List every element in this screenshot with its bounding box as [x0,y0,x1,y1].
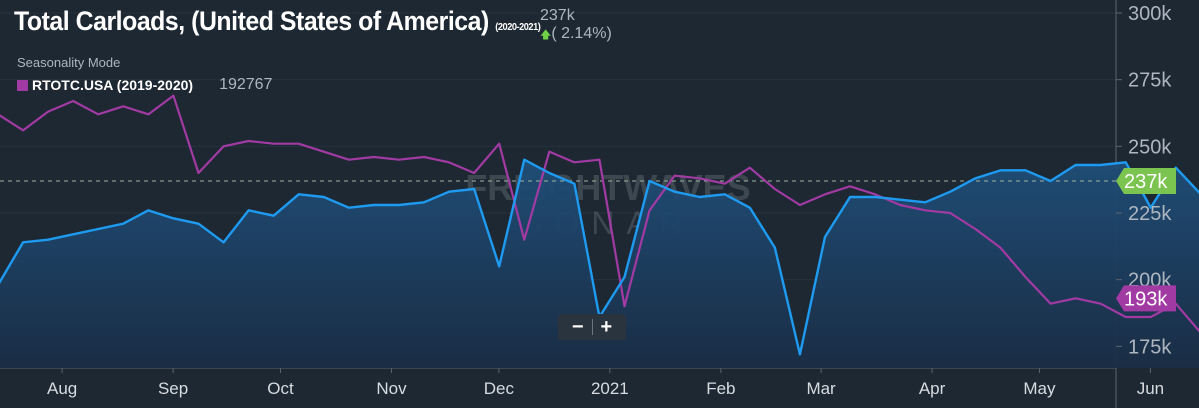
seasonality-mode-label: Seasonality Mode [17,55,121,70]
prior-year-series-line [0,94,1199,333]
legend[interactable]: RTOTC.USA (2019-2020) 192767 [17,76,272,94]
x-tick-label: May [1023,379,1056,398]
x-tick-label: Aug [47,379,77,398]
y-tick-label: 275k [1128,70,1172,92]
y-tick-label: 250k [1128,136,1172,158]
current-series-line [0,158,1199,356]
x-tick-label: Dec [484,379,515,398]
legend-series-label: RTOTC.USA (2019-2020) [32,77,194,93]
y-tick-label: 175k [1128,336,1172,358]
x-tick-label: Feb [706,379,735,398]
y-tick-label: 300k [1128,3,1172,25]
x-tick-label: Oct [267,379,294,398]
legend-swatch [17,79,28,91]
current-series-area [0,159,1199,368]
zoom-divider [591,319,593,335]
title-range: (2020-2021) [495,22,541,33]
x-tick-label: Nov [376,379,407,398]
x-tick-label: Apr [919,379,946,398]
current-value-badge: 237k [1116,168,1176,194]
zoom-out-button[interactable]: − [571,315,584,338]
prior-value-badge-text: 193k [1124,288,1168,310]
current-value: 237k [540,7,575,24]
legend-series-value: 192767 [219,76,273,93]
zoom-controls: − + [558,314,626,340]
x-axis: AugSepOctNovDec2021FebMarAprMayJunJul [47,368,1164,398]
chart-title: Total Carloads, (United States of Americ… [14,6,541,36]
zoom-in-button[interactable]: + [600,315,613,338]
up-arrow-icon: 🡅 [540,29,552,41]
current-value-badge-text: 237k [1124,171,1168,193]
change-percent: ( 2.14%) [551,25,612,42]
y-tick-label: 225k [1128,203,1172,225]
x-tick-label: 2021 [591,379,629,398]
x-tick-label: Mar [806,379,836,398]
prior-value-badge: 193k [1116,285,1176,312]
change-indicator: 🡅( 2.14%) [540,25,612,45]
x-tick-label: Jun [1137,379,1164,398]
x-tick-label: Sep [158,379,188,398]
